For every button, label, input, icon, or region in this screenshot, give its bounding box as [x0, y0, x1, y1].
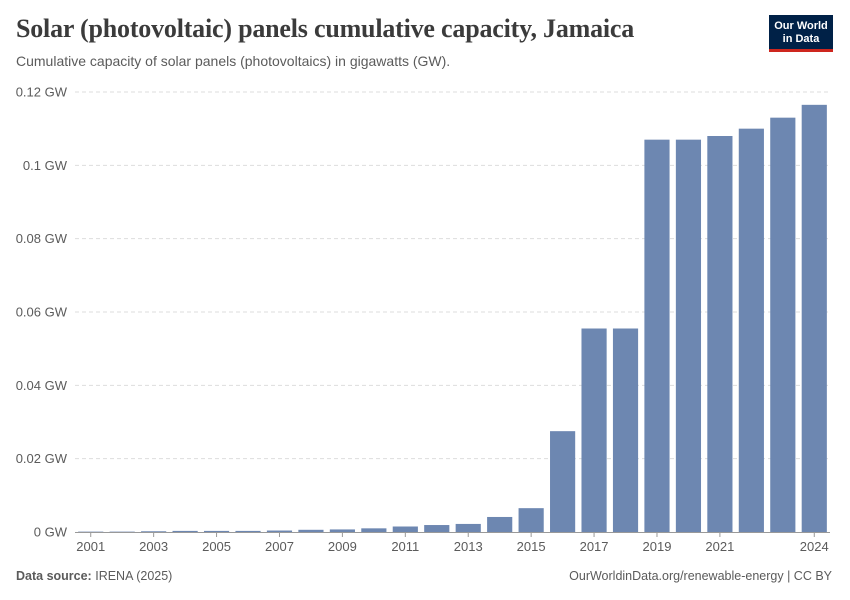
bar-2019[interactable] — [644, 139, 670, 532]
bar-2006[interactable] — [235, 530, 261, 532]
x-tick-label: 2011 — [391, 539, 419, 554]
bar-2004[interactable] — [172, 530, 198, 532]
bar-2009[interactable] — [329, 529, 355, 532]
x-tick-label: 2015 — [517, 539, 546, 554]
x-tick-label: 2005 — [202, 539, 231, 554]
y-tick-label: 0 GW — [34, 525, 68, 540]
data-source: Data source: IRENA (2025) — [16, 569, 172, 583]
bar-2008[interactable] — [298, 529, 324, 532]
bar-2001[interactable] — [78, 531, 104, 533]
y-tick-label: 0.06 GW — [16, 305, 68, 320]
bar-2011[interactable] — [392, 526, 418, 533]
chart-subtitle: Cumulative capacity of solar panels (pho… — [16, 53, 451, 69]
y-tick-label: 0.04 GW — [16, 378, 68, 393]
y-tick-label: 0.12 GW — [16, 85, 68, 100]
bar-2016[interactable] — [550, 431, 576, 532]
y-axis-labels: 0 GW 0.02 GW 0.04 GW 0.06 GW 0.08 GW 0.1 GW 0.… — [16, 85, 68, 540]
x-tick-label: 2003 — [139, 539, 168, 554]
bar-2017[interactable] — [581, 328, 607, 533]
bar-2005[interactable] — [203, 530, 230, 532]
x-tick-label: 2013 — [454, 539, 483, 554]
bar-2020[interactable] — [675, 139, 702, 532]
y-tick-label: 0.1 GW — [23, 158, 68, 173]
x-axis-ticks: 2001 2003 2005 2007 2009 2011 2013 2015 2017 2019… — [76, 532, 829, 554]
x-tick-label: 2009 — [328, 539, 357, 554]
bars — [78, 104, 827, 533]
x-tick-label: 2007 — [265, 539, 294, 554]
bar-2003[interactable] — [141, 531, 167, 532]
x-tick-label: 2019 — [643, 539, 672, 554]
bar-2015[interactable] — [518, 508, 544, 532]
bar-2014[interactable] — [487, 516, 513, 532]
logo-line-1: Our World — [774, 20, 828, 32]
bar-2007[interactable] — [266, 530, 293, 532]
x-tick-label: 2024 — [800, 539, 829, 554]
bar-2023[interactable] — [770, 117, 796, 533]
data-source-label: Data source: — [16, 569, 92, 583]
owid-logo[interactable]: Our World in Data — [769, 15, 833, 52]
x-tick-label: 2001 — [76, 539, 105, 554]
logo-line-2: in Data — [782, 33, 820, 45]
bar-2010[interactable] — [361, 528, 387, 532]
credit-link[interactable]: OurWorldinData.org/renewable-energy | CC… — [569, 569, 832, 583]
x-tick-label: 2021 — [705, 539, 734, 554]
bar-2021[interactable] — [707, 136, 733, 532]
x-tick-label: 2017 — [580, 539, 609, 554]
chart-title: Solar (photovoltaic) panels cumulative c… — [16, 14, 635, 43]
bar-2024[interactable] — [801, 104, 827, 532]
bar-2002[interactable] — [109, 531, 135, 533]
bar-2013[interactable] — [455, 523, 481, 532]
data-source-value[interactable]: IRENA (2025) — [95, 569, 173, 583]
bar-2012[interactable] — [424, 525, 450, 532]
bar-2018[interactable] — [612, 328, 639, 533]
bar-2022[interactable] — [738, 128, 764, 532]
y-tick-label: 0.02 GW — [16, 451, 68, 466]
y-tick-label: 0.08 GW — [16, 231, 68, 246]
